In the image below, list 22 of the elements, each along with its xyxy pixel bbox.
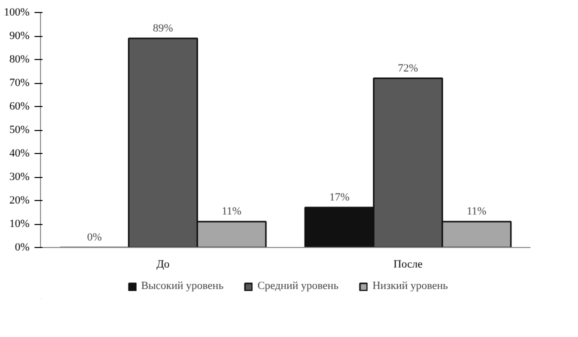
y-tick-label: 30% [9,171,30,183]
y-tick-label: 40% [9,148,30,160]
data-label: 89% [152,22,174,34]
data-label: 17% [329,192,350,204]
y-tick-label: 60% [9,100,30,112]
y-tick-label: 90% [9,30,30,42]
data-label: 72% [398,62,418,74]
legend-label: Высокий уровень [141,280,224,292]
data-label: 0% [87,232,102,244]
data-label: 11% [466,206,486,218]
y-tick-label: 0% [14,242,30,254]
data-label: 11% [222,206,242,218]
y-tick-label: 70% [9,77,30,89]
y-tick-label: 10% [9,218,30,230]
y-tick-label: 100% [4,6,30,18]
y-tick-label: 80% [9,54,30,66]
y-tick-label: 50% [9,124,30,136]
legend-label: Средний уровень [257,280,338,292]
y-tick-label: 20% [9,194,30,206]
x-tick-label: До [156,258,170,270]
legend-label: Низкий уровень [372,280,448,292]
x-tick-label: После [394,258,423,270]
